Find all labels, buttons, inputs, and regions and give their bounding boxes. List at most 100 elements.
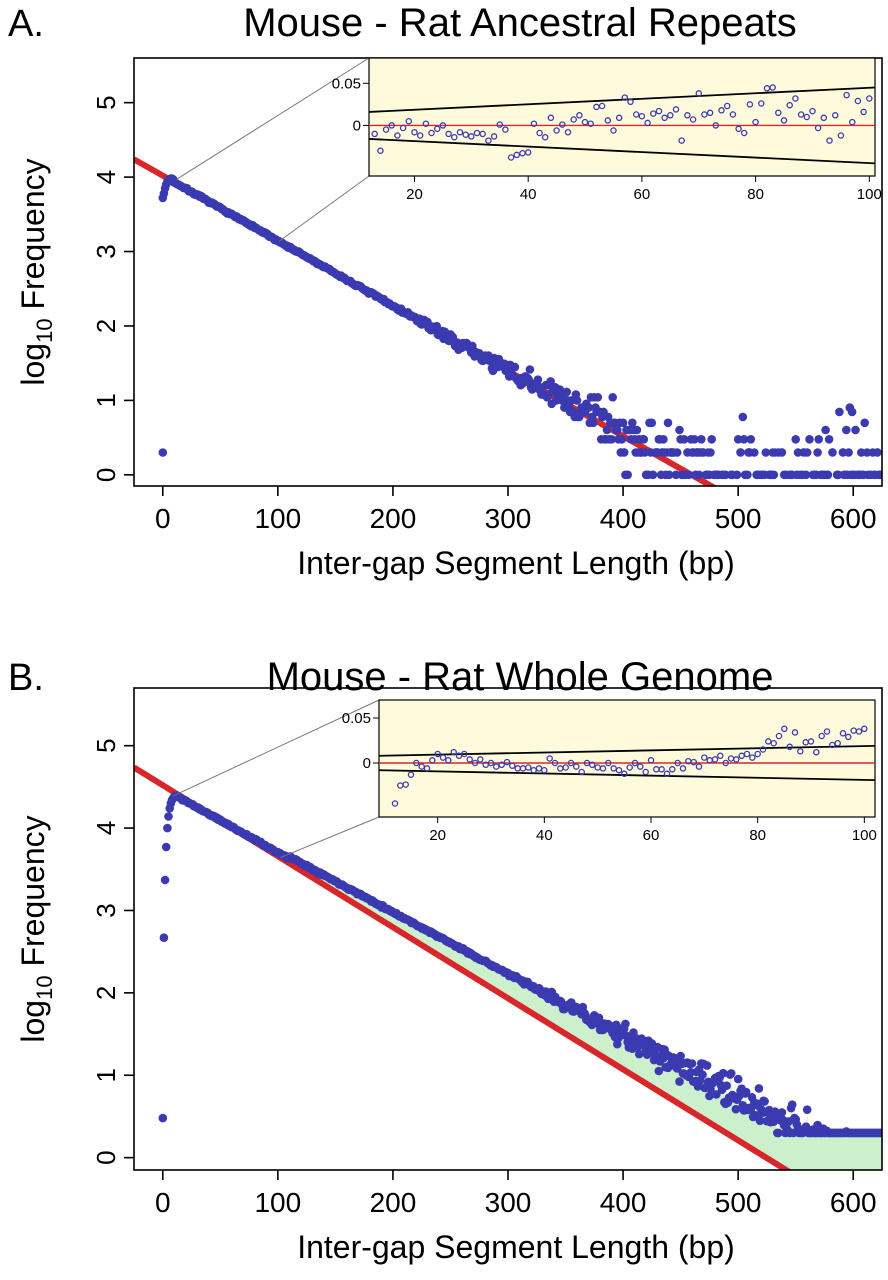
inset-point [729,111,737,118]
data-point [718,1068,728,1078]
inset-x-tick-label: 20 [429,827,446,844]
data-point [608,393,617,402]
inset-point [695,90,703,97]
data-point [746,435,756,444]
inset-y-tick-label: 0 [363,755,371,772]
data-point [743,470,752,480]
x-tick-label: 400 [600,1187,647,1218]
inset-point [855,728,863,735]
inset-point [823,728,831,735]
inset-lower-bound [368,138,876,165]
inset-point [658,766,665,773]
data-point [697,435,706,444]
inset-point [536,129,543,137]
inset-point [809,107,816,115]
inset-point [642,768,649,776]
data-point [675,425,684,435]
inset-point [679,765,687,772]
inset-point [445,757,452,764]
inset-x-tick-label: 60 [634,186,651,203]
inset-point [439,754,447,761]
data-point [572,396,582,405]
inset-point [407,771,415,778]
x-tick-label: 100 [254,1187,301,1218]
inset-point [632,111,640,118]
inset-point [765,738,772,745]
inset-point [845,733,852,741]
inset-x-tick-label: 100 [852,827,877,844]
inset-point [541,133,549,141]
inset-point [663,770,671,778]
inset-point [445,130,452,138]
inset-point [769,84,776,91]
inset-point [610,127,617,134]
inset-point [466,756,473,763]
inset-point [701,111,708,118]
inset-point [599,765,607,772]
data-point [847,407,857,417]
inset-point [502,126,509,133]
inset-point [746,101,754,108]
inset-point [388,122,395,129]
inset-point [775,109,782,117]
data-point [525,365,535,374]
inset-point [507,154,515,161]
inset-point [423,765,431,772]
inset-point [587,120,594,127]
inset-x-tick-label: 20 [406,186,423,203]
inset-point [706,109,714,117]
data-point [524,375,533,385]
inset-point [860,108,867,116]
y-axis-label-frequency: Frequency [15,158,51,318]
inset-point [861,725,868,733]
data-point [654,1066,664,1076]
data-point [712,1090,721,1099]
data-point [679,435,689,444]
data-point [160,875,170,885]
inset-point [684,112,691,119]
inset-point [834,739,841,747]
data-point [648,470,658,480]
inset-point [843,91,850,99]
data-point [634,1049,644,1059]
data-point [777,1108,787,1117]
data-point [639,435,649,444]
x-tick-label: 600 [830,1187,877,1218]
data-point [694,470,704,480]
data-point [726,1069,736,1078]
inset-point [605,759,612,767]
data-point [164,812,173,821]
inset-point [399,124,407,132]
inset-x-tick-label: 40 [536,827,553,844]
data-point [623,470,632,480]
inset-point [690,758,697,766]
inset-point [786,101,793,109]
data-point [690,435,699,444]
inset-point [807,738,815,745]
inset-point [402,781,409,788]
inset-point [650,110,657,117]
inset-point [701,754,708,761]
outlier-point [158,448,168,457]
inset: 20 40 60 80 100 0 0.05 [332,57,882,203]
inset-point [573,763,580,770]
inset-point [450,748,457,756]
inset-point [775,732,783,740]
chart-title: Mouse - Rat Whole Genome [267,655,774,699]
data-point [731,1104,741,1114]
data-point [769,470,779,480]
y-tick-label: 0 [91,1150,121,1164]
data-point [664,470,674,480]
inset-point [661,114,668,122]
x-tick-label: 100 [254,503,301,534]
inset-point [503,758,511,766]
inset-point [758,100,765,107]
y-tick-label: 3 [91,244,121,258]
x-tick-label: 0 [155,1187,171,1218]
inset-point [524,149,532,156]
inset-point [711,756,719,763]
data-point [802,1105,812,1114]
x-tick-label: 500 [715,503,762,534]
